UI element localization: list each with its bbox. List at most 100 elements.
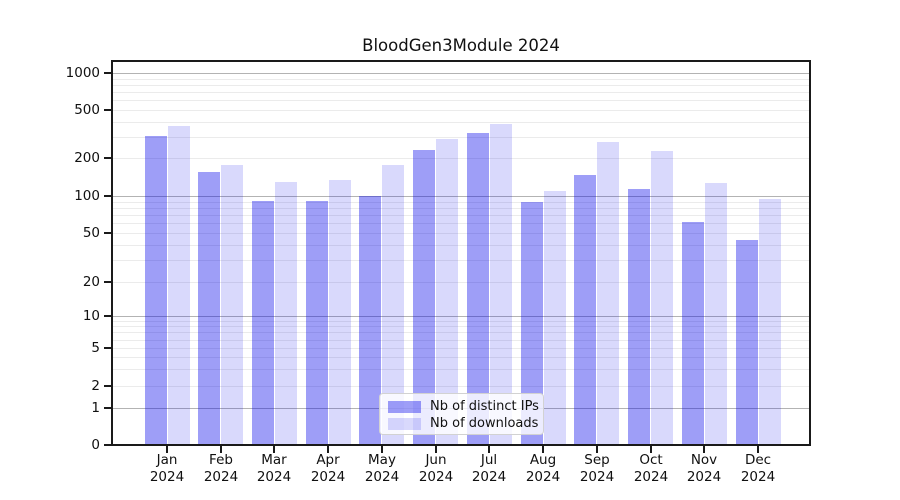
x-label-year: 2024 (633, 469, 669, 485)
x-label-year: 2024 (203, 469, 239, 485)
gridline-minor-50 (113, 233, 809, 234)
bar-feb-distinct-ips (198, 172, 221, 444)
x-label-year: 2024 (579, 469, 615, 485)
gridline-major-1000 (113, 73, 809, 74)
x-label-month: Sep (584, 452, 610, 468)
bar-sep-distinct-ips (574, 175, 597, 444)
bar-apr-distinct-ips (305, 201, 328, 444)
y-tick-label-5: 5 (91, 340, 100, 356)
x-label-month: Dec (744, 452, 772, 468)
gridline-minor-20 (113, 282, 809, 283)
legend-swatch-icon (388, 400, 421, 413)
y-tick-label-2: 2 (91, 378, 100, 394)
gridline-minor-300 (113, 137, 809, 138)
y-tick-200 (104, 157, 111, 159)
x-tick-label-nov: Nov 2024 (672, 452, 736, 486)
x-label-year: 2024 (256, 469, 292, 485)
chart-title: BloodGen3Module 2024 (362, 36, 560, 55)
plot-area: Nb of distinct IPs Nb of downloads (111, 60, 811, 446)
gridline-minor-800 (113, 85, 809, 86)
x-tick-sep (596, 446, 598, 453)
bar-jan-downloads (167, 126, 190, 444)
x-tick-label-may: May 2024 (350, 452, 414, 486)
x-tick-label-dec: Dec 2024 (726, 452, 790, 486)
x-tick-label-aug: Aug 2024 (511, 452, 575, 486)
gridline-minor-30 (113, 260, 809, 261)
y-tick-1000 (104, 72, 111, 74)
gridline-minor-90 (113, 202, 809, 203)
y-tick-label-10: 10 (82, 308, 100, 324)
x-label-month: Oct (639, 452, 663, 468)
legend-label: Nb of downloads (430, 416, 539, 431)
gridline-minor-3 (113, 369, 809, 370)
gridline-minor-7 (113, 332, 809, 333)
x-tick-jun (435, 446, 437, 453)
gridline-minor-5 (113, 348, 809, 349)
y-tick-20 (104, 281, 111, 283)
gridline-minor-200 (113, 158, 809, 159)
y-tick-label-20: 20 (82, 274, 100, 290)
x-label-month: Jan (156, 452, 178, 468)
y-tick-500 (104, 109, 111, 111)
x-label-month: Jul (480, 452, 498, 468)
gridline-minor-9 (113, 321, 809, 322)
x-label-year: 2024 (686, 469, 722, 485)
bar-jan-distinct-ips (144, 136, 167, 444)
x-label-year: 2024 (149, 469, 185, 485)
gridline-minor-400 (113, 122, 809, 123)
bar-aug-downloads (543, 191, 566, 444)
x-tick-jan (166, 446, 168, 453)
bar-sep-downloads (597, 142, 620, 444)
bar-may-distinct-ips (359, 196, 382, 444)
x-tick-label-jul: Jul 2024 (457, 452, 521, 486)
legend: Nb of distinct IPs Nb of downloads (379, 393, 544, 435)
y-tick-label-100: 100 (74, 188, 100, 204)
legend-row: Nb of downloads (388, 415, 543, 432)
bar-oct-distinct-ips (628, 189, 650, 444)
gridline-minor-2 (113, 386, 809, 387)
bar-aug-distinct-ips (520, 202, 543, 444)
x-label-month: May (368, 452, 396, 468)
gridline-minor-70 (113, 215, 809, 216)
y-tick-5 (104, 347, 111, 349)
x-label-year: 2024 (310, 469, 346, 485)
bar-dec-downloads (758, 199, 781, 444)
x-label-year: 2024 (740, 469, 776, 485)
x-tick-label-jun: Jun 2024 (404, 452, 468, 486)
x-tick-label-oct: Oct 2024 (619, 452, 683, 486)
gridline-minor-4 (113, 357, 809, 358)
gridline-minor-6 (113, 340, 809, 341)
y-tick-10 (104, 315, 111, 317)
y-tick-0 (104, 444, 111, 446)
y-tick-50 (104, 232, 111, 234)
gridline-minor-8 (113, 326, 809, 327)
gridline-minor-60 (113, 223, 809, 224)
bar-mar-downloads (275, 182, 297, 444)
bar-nov-distinct-ips (681, 222, 704, 444)
y-tick-label-50: 50 (82, 225, 100, 241)
x-tick-oct (650, 446, 652, 453)
bar-jul-distinct-ips (466, 133, 489, 444)
x-label-month: Jun (425, 452, 447, 468)
x-label-month: Aug (529, 452, 557, 468)
x-tick-label-feb: Feb 2024 (189, 452, 253, 486)
y-tick-1 (104, 407, 111, 409)
gridline-minor-900 (113, 79, 809, 80)
x-label-year: 2024 (525, 469, 561, 485)
x-tick-label-apr: Apr 2024 (296, 452, 360, 486)
legend-label: Nb of distinct IPs (430, 399, 539, 414)
bar-may-downloads (382, 165, 405, 444)
x-tick-aug (542, 446, 544, 453)
x-label-month: Mar (261, 452, 287, 468)
bar-jun-downloads (436, 139, 459, 444)
gridline-minor-500 (113, 110, 809, 111)
x-tick-nov (703, 446, 705, 453)
y-tick-label-500: 500 (74, 102, 100, 118)
y-tick-100 (104, 195, 111, 197)
gridline-major-10 (113, 316, 809, 317)
bar-mar-distinct-ips (252, 201, 274, 444)
y-tick-label-1000: 1000 (65, 65, 100, 81)
x-tick-feb (220, 446, 222, 453)
bar-nov-downloads (704, 183, 727, 444)
